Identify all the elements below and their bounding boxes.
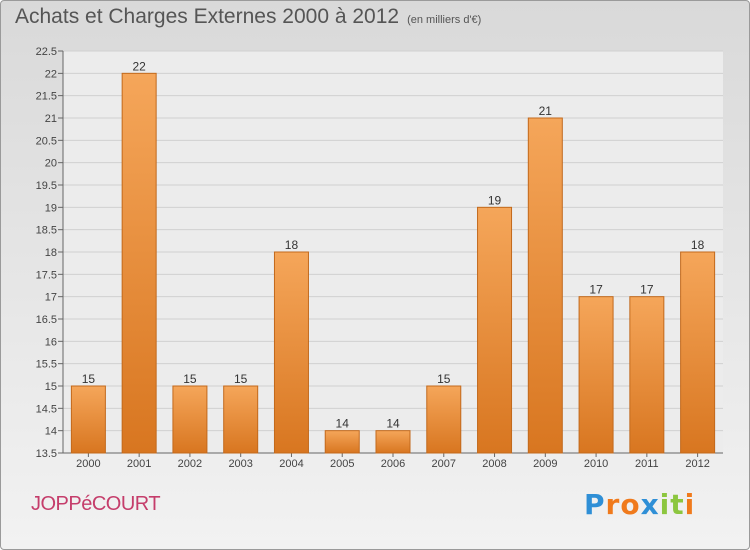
- x-tick-label-2002: 2002: [178, 458, 202, 470]
- chart-title: Achats et Charges Externes 2000 à 2012 (e…: [15, 5, 481, 29]
- logo-letter: r: [605, 488, 621, 521]
- data-label-2012: 18: [691, 238, 705, 252]
- bars: [70, 72, 716, 454]
- y-tick-label: 15.5: [36, 359, 57, 371]
- bar-2008: [477, 206, 513, 454]
- y-tick-label: 15: [45, 381, 57, 393]
- x-tick-label-2004: 2004: [279, 458, 303, 470]
- y-tick-label: 17: [45, 292, 57, 304]
- logo-letter: o: [620, 488, 641, 521]
- data-label-2010: 17: [589, 283, 603, 297]
- y-tick-label: 14: [45, 426, 57, 438]
- logo-letter: x: [640, 488, 660, 521]
- commune-name: JOPPéCOURT: [31, 493, 161, 515]
- y-tick-label: 22.5: [36, 46, 57, 58]
- y-tick-label: 20.5: [36, 135, 57, 147]
- y-tick-label: 19: [45, 202, 57, 214]
- data-label-2008: 19: [488, 193, 502, 207]
- x-tick-label-2001: 2001: [127, 458, 151, 470]
- bar-2002: [172, 385, 208, 454]
- chart-title-text: Achats et Charges Externes 2000 à 2012: [15, 5, 400, 28]
- logo-letter: t: [670, 488, 685, 521]
- x-tick-label-2007: 2007: [432, 458, 456, 470]
- data-label-2005: 14: [336, 417, 350, 431]
- y-tick-label: 17.5: [36, 269, 57, 281]
- bar-2005: [324, 430, 360, 454]
- grid-lines: [63, 50, 723, 454]
- labels: 13.5 14 14.5 15 15.5 16 16.5 17 17.5 18 18.5 19 19.5…: [36, 46, 710, 470]
- data-label-2004: 18: [285, 238, 299, 252]
- x-tick-label-2005: 2005: [330, 458, 354, 470]
- x-tick-label-2006: 2006: [381, 458, 405, 470]
- proxiti-logo: Proxiti: [584, 488, 695, 521]
- chart-subtitle: (en milliers d'€): [407, 14, 482, 26]
- data-label-2007: 15: [437, 372, 451, 386]
- bar-2010: [578, 296, 614, 454]
- y-tick-label: 18.5: [36, 225, 57, 237]
- logo-letter: P: [584, 488, 606, 521]
- x-tick-label-2000: 2000: [76, 458, 100, 470]
- y-tick-label: 14.5: [36, 403, 57, 415]
- bar-2000: [70, 385, 106, 454]
- data-label-2002: 15: [183, 372, 197, 386]
- x-tick-label-2012: 2012: [685, 458, 709, 470]
- bar-2006: [375, 430, 411, 454]
- x-tick-label-2011: 2011: [635, 458, 659, 470]
- bar-2003: [223, 385, 259, 454]
- x-tick-label-2010: 2010: [584, 458, 608, 470]
- y-tick-label: 20: [45, 158, 57, 170]
- bar-2012: [680, 251, 716, 454]
- bar-2007: [426, 385, 462, 454]
- x-tick-label-2003: 2003: [228, 458, 252, 470]
- data-label-2006: 14: [386, 417, 400, 431]
- data-label-2011: 17: [640, 283, 654, 297]
- bar-2004: [273, 251, 309, 454]
- y-tick-label: 21.5: [36, 91, 57, 103]
- y-tick-label: 16: [45, 336, 57, 348]
- data-label-2001: 22: [132, 59, 146, 73]
- y-tick-label: 18: [45, 247, 57, 259]
- y-tick-label: 22: [45, 68, 57, 80]
- data-label-2003: 15: [234, 372, 248, 386]
- logo-letter: i: [684, 488, 696, 521]
- bar-2009: [527, 117, 563, 454]
- data-label-2009: 21: [539, 104, 553, 118]
- logo-letter: i: [659, 488, 671, 521]
- x-tick-label-2009: 2009: [533, 458, 557, 470]
- y-tick-label: 19.5: [36, 180, 57, 192]
- y-tick-label: 16.5: [36, 314, 57, 326]
- y-tick-label: 21: [45, 113, 57, 125]
- data-label-2000: 15: [82, 372, 96, 386]
- x-tick-label-2008: 2008: [482, 458, 506, 470]
- bar-2001: [121, 72, 157, 454]
- y-tick-label: 13.5: [36, 448, 57, 460]
- bar-2011: [629, 296, 665, 454]
